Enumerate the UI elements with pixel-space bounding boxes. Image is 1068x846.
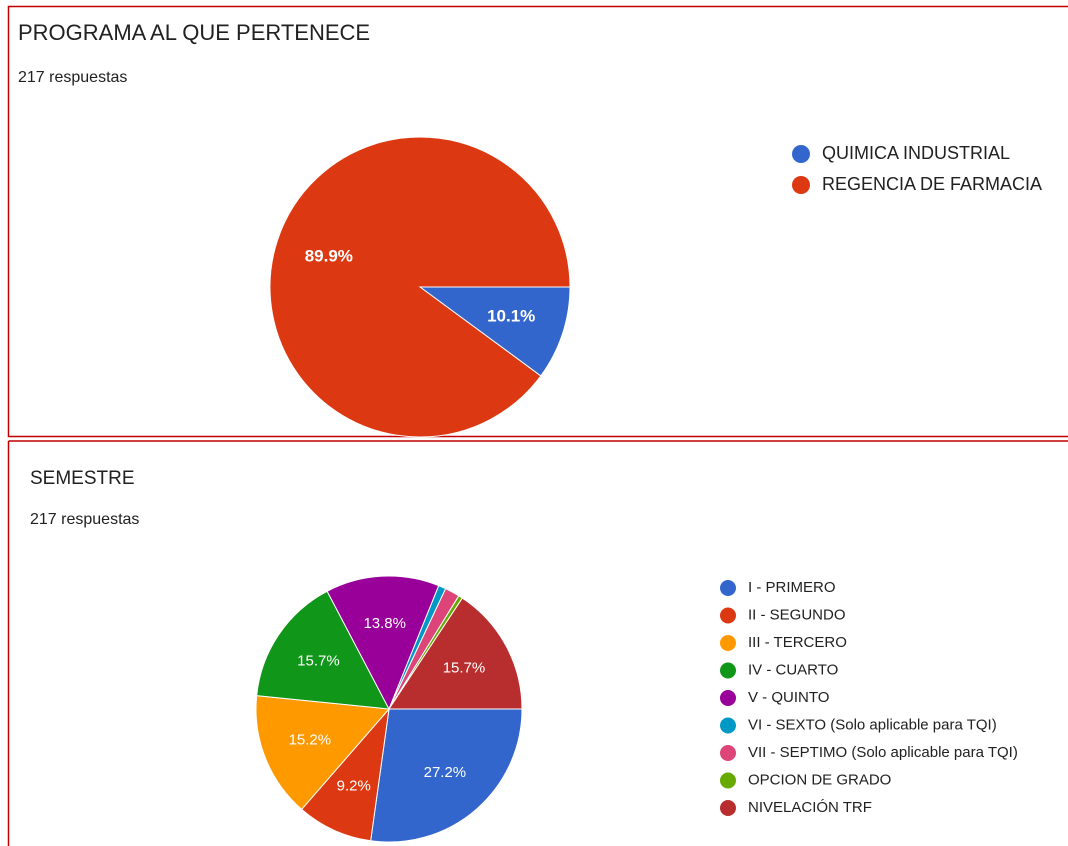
chart-title: SEMESTRE xyxy=(30,468,135,489)
pie-slice xyxy=(388,597,523,710)
legend-label: I - PRIMERO xyxy=(748,579,836,596)
legend-label: V - QUINTO xyxy=(748,689,829,706)
data-label: 13.8% xyxy=(363,615,406,632)
pie-slice xyxy=(269,136,571,438)
legend-label: II - SEGUNDO xyxy=(748,606,846,623)
data-label: 9.2% xyxy=(337,777,371,794)
legend-swatch xyxy=(720,580,736,596)
legend-swatch xyxy=(720,800,736,816)
data-label: 10.1% xyxy=(487,306,535,325)
pie-slice xyxy=(255,695,391,811)
pie-slice xyxy=(370,708,523,843)
data-label: 89.9% xyxy=(305,247,353,266)
pie-slice xyxy=(256,590,390,710)
legend-swatch xyxy=(720,772,736,789)
data-label: 15.2% xyxy=(289,731,332,748)
legend-swatch xyxy=(720,635,736,651)
legend-label: III - TERCERO xyxy=(748,634,847,651)
legend-swatch xyxy=(720,607,736,624)
data-label: 27.2% xyxy=(424,764,467,781)
response-count: 217 respuestas xyxy=(18,69,127,86)
pie-slice xyxy=(418,286,571,377)
legend-swatch xyxy=(720,662,736,679)
legend-label: QUIMICA INDUSTRIAL xyxy=(822,143,1010,163)
data-label: 15.7% xyxy=(443,660,486,677)
pie-slice xyxy=(326,575,440,711)
legend-swatch xyxy=(720,745,736,761)
legend-swatch xyxy=(720,717,736,734)
legend-swatch xyxy=(720,690,736,706)
data-label: 15.7% xyxy=(297,652,340,669)
chart-frame xyxy=(7,5,1068,438)
legend-swatch xyxy=(792,145,810,163)
legend-label: NIVELACIÓN TRF xyxy=(748,799,872,816)
legend-label: VI - SEXTO (Solo aplicable para TQI) xyxy=(748,716,997,733)
legend-label: OPCION DE GRADO xyxy=(748,771,891,788)
legend-label: VII - SEPTIMO (Solo aplicable para TQI) xyxy=(748,744,1018,761)
chart-title: PROGRAMA AL QUE PERTENECE xyxy=(18,20,370,45)
response-count: 217 respuestas xyxy=(30,511,139,528)
legend-label: REGENCIA DE FARMACIA xyxy=(822,174,1042,194)
legend-swatch xyxy=(792,176,810,194)
legend-label: IV - CUARTO xyxy=(748,661,838,678)
